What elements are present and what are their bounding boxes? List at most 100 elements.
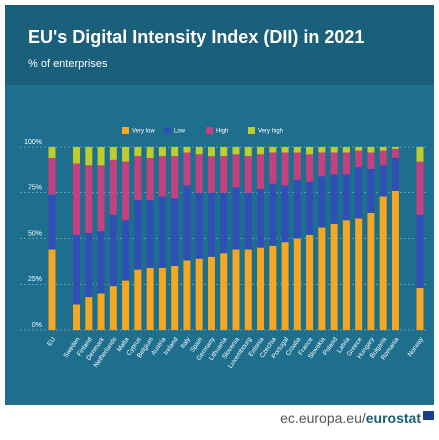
bar-segment: [257, 147, 265, 155]
source-brand: eurostat: [366, 410, 422, 426]
y-tick-label: 75%: [28, 185, 42, 192]
chart-subtitle: % of enterprises: [28, 58, 108, 70]
bar-segment: [109, 214, 117, 287]
y-tick-label: 0%: [32, 322, 42, 329]
bar-segment: [355, 167, 363, 219]
bar-segment: [293, 152, 301, 180]
bar-segment: [281, 242, 289, 330]
bar-segment: [158, 156, 166, 197]
bar-segment: [330, 152, 338, 175]
bar-segment: [220, 192, 228, 254]
bar-segment: [146, 267, 154, 330]
bar-segment: [171, 156, 179, 199]
bar-segment: [269, 245, 277, 330]
bar-segment: [379, 147, 387, 151]
bar-segment: [171, 147, 179, 157]
bar-segment: [232, 187, 240, 250]
bar-segment: [207, 256, 215, 330]
bar-segment: [342, 147, 350, 153]
bar-segment: [195, 147, 203, 155]
bar-segment: [195, 258, 203, 330]
bar-segment: [134, 269, 142, 330]
bar-segment: [269, 152, 277, 184]
bar-segment: [342, 152, 350, 175]
bar-segment: [244, 147, 252, 157]
bar-segment: [73, 234, 81, 305]
bar-segment: [244, 249, 252, 330]
legend-label: Very high: [258, 129, 283, 135]
bar-segment: [73, 147, 81, 164]
bar-segment: [342, 220, 350, 330]
bar-segment: [195, 154, 203, 193]
chart-title: EU's Digital Intensity Index (DII) in 20…: [28, 27, 364, 47]
bar-segment: [48, 147, 56, 158]
bar-segment: [355, 150, 363, 168]
bar-segment: [367, 152, 375, 169]
bar-segment: [220, 147, 228, 157]
y-tick-label: 100%: [24, 139, 42, 146]
bar-segment: [367, 147, 375, 153]
bar-segment: [416, 147, 424, 162]
bar-segment: [293, 147, 301, 153]
bar-segment: [122, 220, 130, 281]
bar-segment: [183, 152, 191, 186]
legend-swatch: [206, 127, 213, 134]
bar-segment: [306, 234, 314, 330]
bar-segment: [220, 156, 228, 193]
bar-segment: [97, 165, 105, 232]
bar-segment: [330, 223, 338, 330]
bar-segment: [122, 161, 130, 221]
bar-segment: [330, 147, 338, 153]
header-background: [5, 5, 434, 85]
bar-segment: [158, 267, 166, 330]
bar-segment: [48, 249, 56, 330]
legend-label: High: [216, 129, 228, 135]
bar-segment: [355, 147, 363, 151]
bar-segment: [195, 192, 203, 259]
legend-swatch: [164, 127, 171, 134]
bar-segment: [416, 287, 424, 330]
bar-segment: [379, 150, 387, 166]
bar-segment: [257, 154, 265, 190]
bar-segment: [293, 238, 301, 330]
bar-segment: [342, 174, 350, 221]
legend-label: Low: [174, 129, 186, 135]
bar-segment: [232, 249, 240, 330]
bar-segment: [379, 165, 387, 197]
bar-segment: [367, 212, 375, 330]
bar-segment: [183, 260, 191, 330]
bar-segment: [220, 253, 228, 330]
y-tick-label: 50%: [28, 230, 42, 237]
bar-segment: [391, 148, 399, 158]
bar-segment: [207, 156, 215, 193]
bar-segment: [293, 179, 301, 239]
legend-swatch: [122, 127, 129, 134]
bar-segment: [97, 293, 105, 330]
bar-segment: [158, 196, 166, 268]
bar-segment: [171, 198, 179, 266]
bar-segment: [391, 190, 399, 330]
bar-segment: [244, 192, 252, 250]
bar-segment: [134, 147, 142, 157]
bar-segment: [306, 154, 314, 182]
bar-segment: [97, 231, 105, 294]
bar-segment: [146, 200, 154, 268]
bar-segment: [391, 147, 399, 149]
bar-segment: [109, 286, 117, 330]
source-url: ec.europa.eu/: [280, 410, 366, 426]
bar-segment: [281, 185, 289, 243]
bar-segment: [257, 189, 265, 248]
bar-segment: [73, 304, 81, 330]
bar-segment: [122, 280, 130, 330]
bar-segment: [257, 247, 265, 330]
bar-segment: [48, 194, 56, 250]
bar-segment: [85, 165, 93, 234]
bar-segment: [416, 214, 424, 288]
bar-segment: [330, 174, 338, 224]
bar-segment: [207, 192, 215, 257]
bar-segment: [269, 147, 277, 153]
bar-segment: [281, 152, 289, 186]
legend-swatch: [248, 127, 255, 134]
bar-segment: [367, 168, 375, 213]
